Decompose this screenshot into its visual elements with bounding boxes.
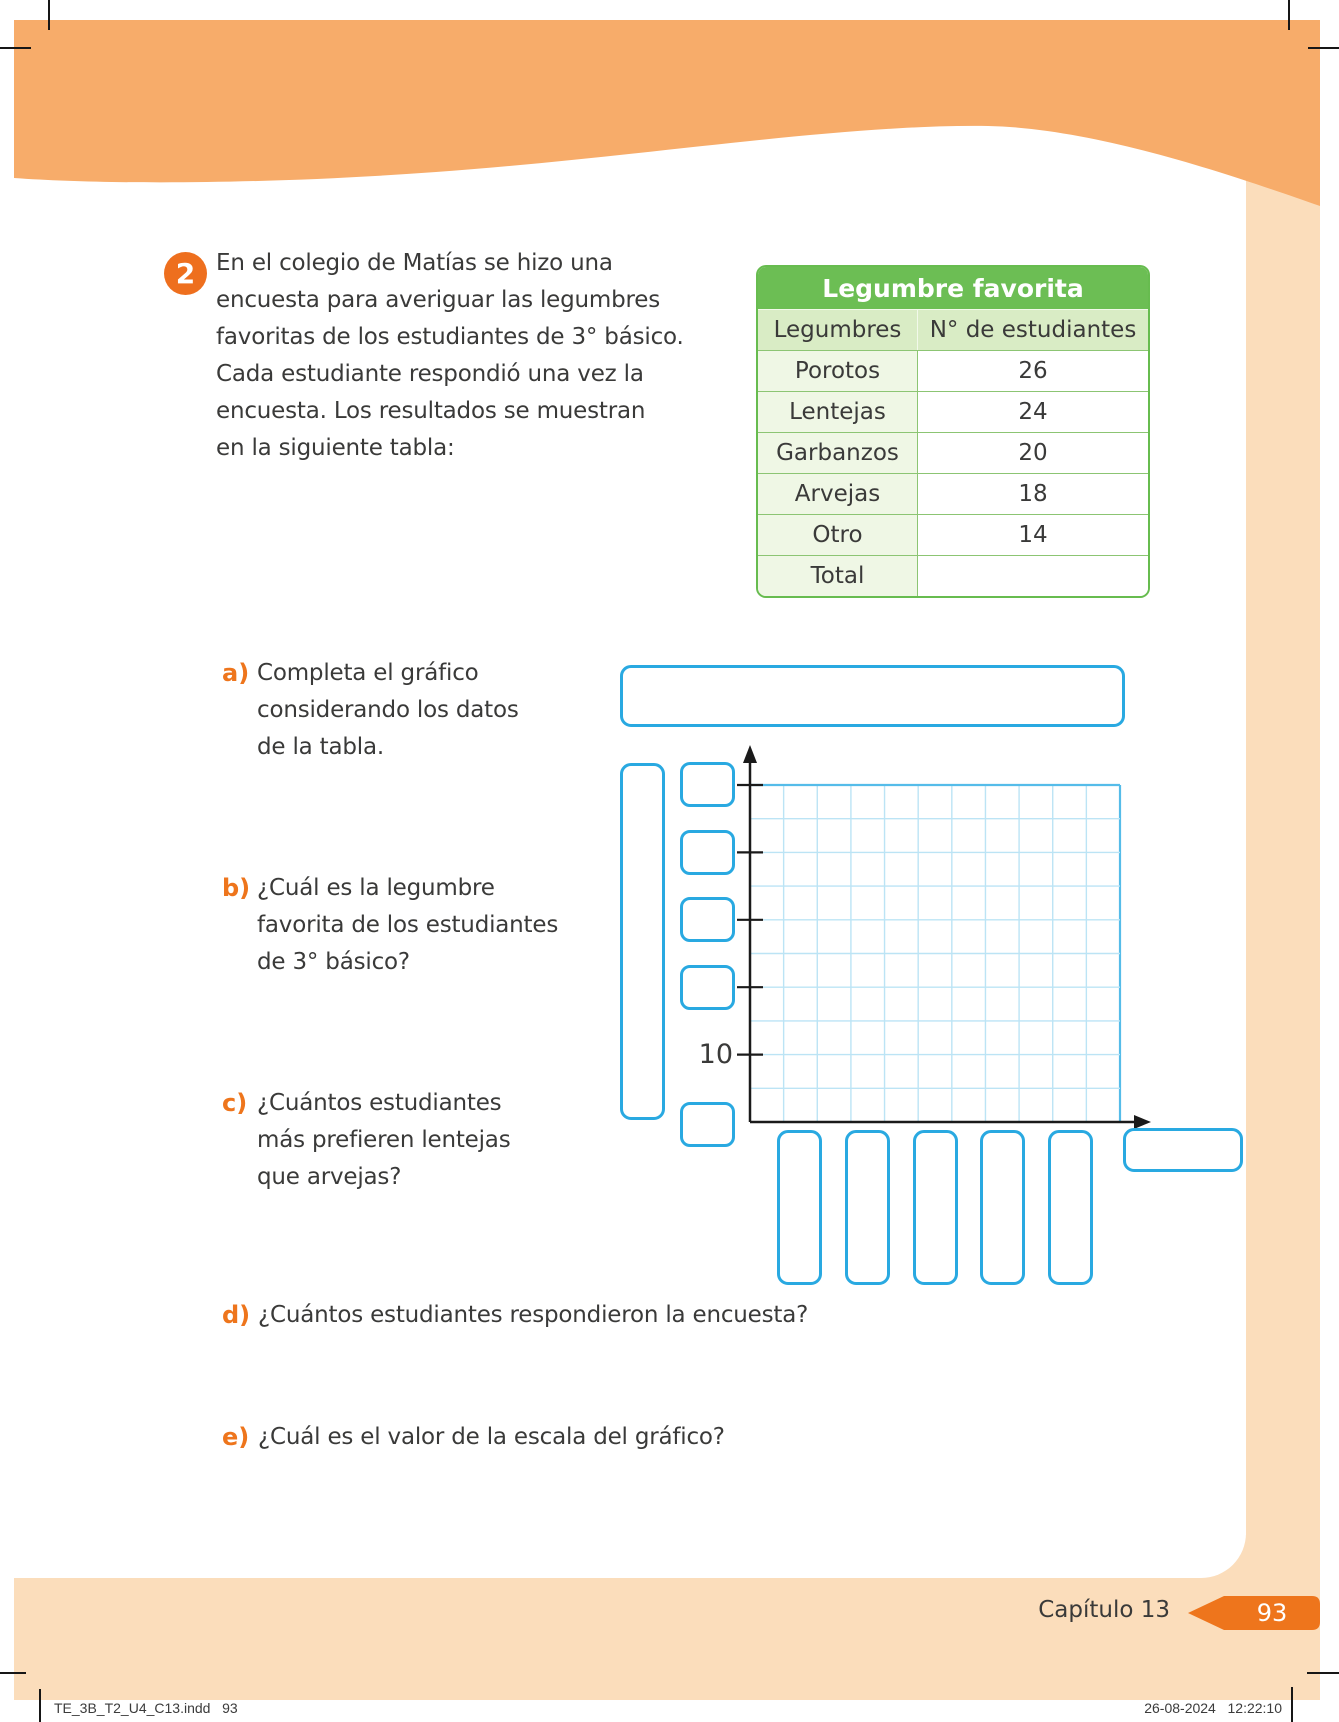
intro-line: en la siguiente tabla:	[216, 435, 455, 461]
crop-mark	[48, 0, 50, 30]
exercise-number-badge: 2	[164, 252, 207, 295]
y-tick-box-0[interactable]	[680, 1102, 735, 1147]
grid-lines	[750, 783, 1122, 1122]
intro-line: En el colegio de Matías se hizo una	[216, 250, 613, 276]
y-tick-box-30[interactable]	[680, 897, 735, 942]
question-c-text: ¿Cuántos estudiantes	[257, 1090, 502, 1116]
table-row: Porotos 26	[758, 350, 1148, 391]
page-number-tag	[1188, 1596, 1320, 1630]
bar-label-box-1[interactable]	[777, 1130, 822, 1285]
question-d-text: ¿Cuántos estudiantes respondieron la enc…	[258, 1302, 809, 1328]
table-row: Garbanzos 20	[758, 432, 1148, 473]
question-e-text: ¿Cuál es el valor de la escala del gráfi…	[258, 1424, 725, 1450]
y-axis-arrow-icon	[743, 745, 757, 763]
question-a-text: Completa el gráfico	[257, 660, 479, 686]
crop-mark	[1308, 47, 1339, 49]
chart-title-box[interactable]	[620, 665, 1125, 727]
y-tick-box-20[interactable]	[680, 965, 735, 1010]
table-row-total: Total	[758, 555, 1148, 596]
total-answer-cell[interactable]	[918, 556, 1148, 596]
bar-label-box-3[interactable]	[913, 1130, 958, 1285]
bar-label-box-4[interactable]	[980, 1130, 1025, 1285]
crop-mark	[1291, 1687, 1293, 1722]
table-row: Otro 14	[758, 514, 1148, 555]
table-header-row: Legumbres N° de estudiantes	[758, 309, 1148, 350]
intro-line: encuesta para averiguar las legumbres	[216, 287, 660, 313]
favorite-legume-table: Legumbre favorita Legumbres N° de estudi…	[756, 265, 1150, 598]
print-file-info: TE_3B_T2_U4_C13.indd 93	[54, 1700, 238, 1716]
crop-mark	[1288, 0, 1290, 30]
chapter-label: Capítulo 13	[1038, 1597, 1170, 1623]
intro-line: encuesta. Los resultados se muestran	[216, 398, 646, 424]
table-row: Lentejas 24	[758, 391, 1148, 432]
table-title: Legumbre favorita	[758, 267, 1148, 309]
column-header-legumbres: Legumbres	[758, 310, 918, 350]
crop-mark	[0, 1672, 26, 1674]
x-axis-title-box[interactable]	[1123, 1128, 1243, 1172]
y-axis-title-box[interactable]	[620, 763, 665, 1120]
page-number: 93	[1256, 1599, 1288, 1627]
intro-line: favoritas de los estudiantes de 3° básic…	[216, 324, 684, 350]
y-axis-tick-label-10: 10	[698, 1039, 733, 1070]
question-e-label: e)	[222, 1423, 250, 1451]
bar-chart-grid	[737, 745, 1151, 1129]
x-axis-arrow-icon	[1134, 1115, 1151, 1129]
intro-line: Cada estudiante respondió una vez la	[216, 361, 644, 387]
crop-mark	[0, 47, 31, 49]
table-row: Arvejas 18	[758, 473, 1148, 514]
question-a-label: a)	[222, 659, 250, 687]
right-margin-band	[1246, 150, 1320, 1700]
print-timestamp: 26-08-2024 12:22:10	[1144, 1700, 1282, 1716]
crop-mark	[39, 1689, 41, 1722]
question-b-label: b)	[222, 874, 251, 902]
y-tick-box-40[interactable]	[680, 830, 735, 875]
y-tick-box-50[interactable]	[680, 762, 735, 807]
bar-label-box-2[interactable]	[845, 1130, 890, 1285]
header-wave	[14, 20, 1320, 206]
question-b-text: ¿Cuál es la legumbre	[257, 875, 495, 901]
question-d-label: d)	[222, 1301, 251, 1329]
footer-band	[14, 1578, 1320, 1700]
bar-label-box-5[interactable]	[1048, 1130, 1093, 1285]
question-c-label: c)	[222, 1089, 248, 1117]
crop-mark	[1307, 1672, 1339, 1674]
column-header-estudiantes: N° de estudiantes	[918, 310, 1148, 350]
